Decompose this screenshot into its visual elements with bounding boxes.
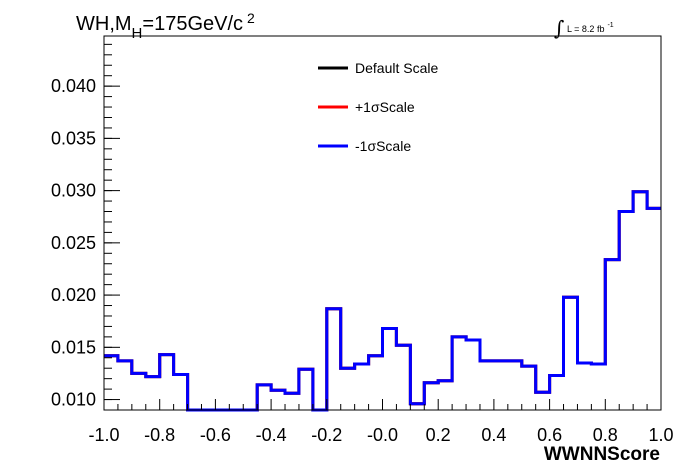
y-axis: 0.010 0.015 0.020 0.025 0.030 0.035 0.040 [51,43,120,411]
x-tick-label: 0.4 [481,425,506,445]
x-tick-label: 0.2 [426,425,451,445]
chart-title-subscript: H [132,25,143,42]
x-tick-label: -0.4 [256,425,287,445]
luminosity-label: L = 8.2 fb -1 [567,22,614,34]
x-tick-label: -1.0 [88,425,119,445]
x-tick-label: 1.0 [648,425,673,445]
x-axis-label: WWNNScore [544,444,660,465]
y-tick-label: 0.035 [51,128,96,148]
legend-label: +1σScale [355,99,415,115]
y-tick-label: 0.015 [51,337,96,357]
x-tick-label: -0.2 [311,425,342,445]
legend-label: Default Scale [355,60,438,76]
chart-title-main: WH,M [76,13,132,35]
x-axis: -1.0 -0.8 -0.6 -0.4 -0.2 -0.0 0.2 0.4 0.6 0.8 1.0 [88,399,674,445]
chart-title: WH,MH=175GeV/c 2 [76,10,255,42]
chart-title-superscript: 2 [247,10,255,26]
x-tick-label: -0.0 [367,425,398,445]
y-tick-label: 0.020 [51,285,96,305]
series-line [104,190,661,412]
luminosity-superscript: -1 [607,22,613,29]
y-tick-label: 0.025 [51,233,96,253]
y-tick-label: 0.040 [51,76,96,96]
x-tick-label: 0.8 [593,425,618,445]
chart-title-rest: =175GeV/c [142,13,243,35]
y-tick-label: 0.030 [51,181,96,201]
x-tick-label: -0.6 [200,425,231,445]
legend-label: -1σScale [355,138,411,154]
luminosity-text: L = 8.2 fb [567,24,604,34]
x-tick-label: -0.8 [144,425,175,445]
legend: Default Scale +1σScale -1σScale [318,60,438,154]
x-tick-label: 0.6 [537,425,562,445]
luminosity-integral: ∫ [554,16,564,40]
series-layer [104,190,661,412]
y-tick-label: 0.010 [51,390,96,410]
